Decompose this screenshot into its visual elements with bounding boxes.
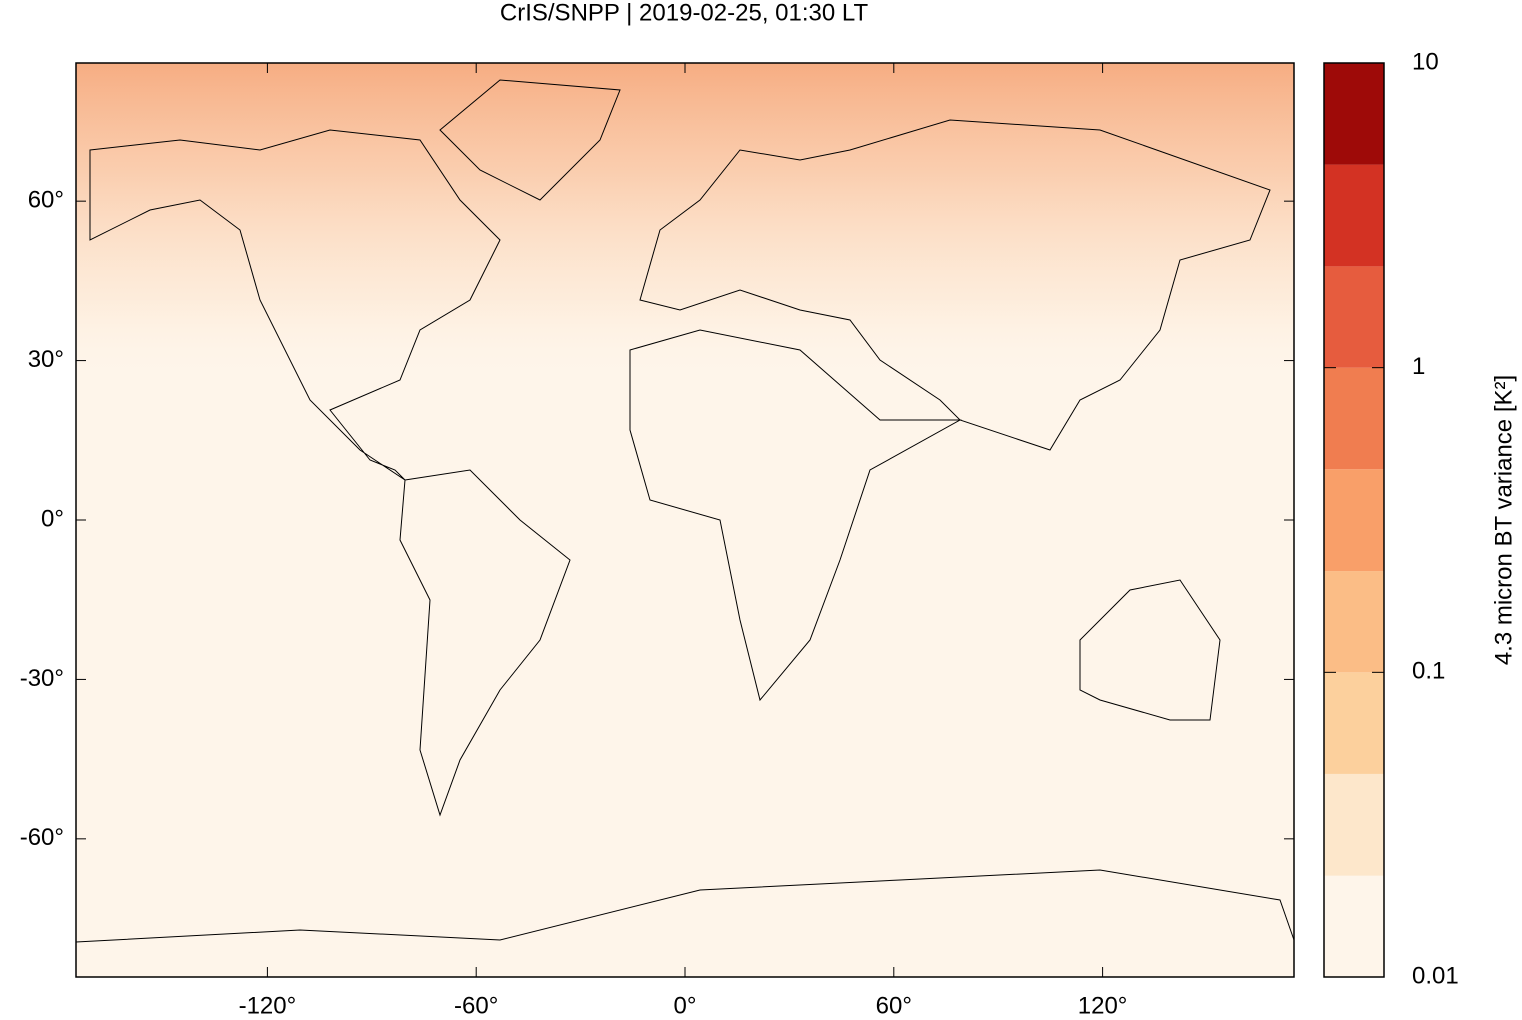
coastline xyxy=(75,869,1295,943)
colorbar-level xyxy=(1324,266,1384,368)
plot-area xyxy=(75,62,1295,978)
title: CrIS/SNPP | 2019-02-25, 01:30 LT xyxy=(500,0,869,26)
y-tick-label: 0° xyxy=(41,505,64,532)
colorbar-level xyxy=(1324,367,1384,470)
colorbar-level xyxy=(1324,875,1384,977)
colorbar-tick-label: 0.1 xyxy=(1412,658,1445,685)
colorbar-level xyxy=(1324,773,1384,876)
colorbar-level xyxy=(1324,63,1384,165)
colorbar-tick-label: 10 xyxy=(1412,48,1439,75)
x-tick-label: -120° xyxy=(239,992,297,1019)
x-tick-label: -60° xyxy=(454,992,498,1019)
colorbar-frame xyxy=(1323,62,1385,978)
colorbar-tick-label: 1 xyxy=(1412,353,1425,380)
x-tick-label: 0° xyxy=(674,992,697,1019)
coastline xyxy=(89,129,501,481)
y-tick-label: -60° xyxy=(20,824,64,851)
y-tick-label: -30° xyxy=(20,665,64,692)
coastlines xyxy=(75,79,1295,943)
coastline xyxy=(1079,579,1221,721)
colorbar: 0.01 0.1 1 10 xyxy=(1323,48,1459,989)
colorbar-level xyxy=(1324,164,1384,267)
colorbar-label: 4.3 micron BT variance [K²] xyxy=(1490,375,1517,665)
y-tick-label: 60° xyxy=(28,187,64,214)
colorbar-level xyxy=(1324,672,1384,774)
x-tick-label: 60° xyxy=(876,992,912,1019)
coastline xyxy=(439,79,621,201)
coastline xyxy=(399,469,571,817)
colorbar-tick-label: 0.01 xyxy=(1412,962,1459,989)
arctic-shading xyxy=(76,63,1294,977)
colorbar-level xyxy=(1324,571,1384,673)
coastline xyxy=(639,119,1271,451)
x-tick-label: 120° xyxy=(1078,992,1128,1019)
y-tick-label: 30° xyxy=(28,346,64,373)
colorbar-level xyxy=(1324,469,1384,572)
coastline xyxy=(629,329,962,702)
